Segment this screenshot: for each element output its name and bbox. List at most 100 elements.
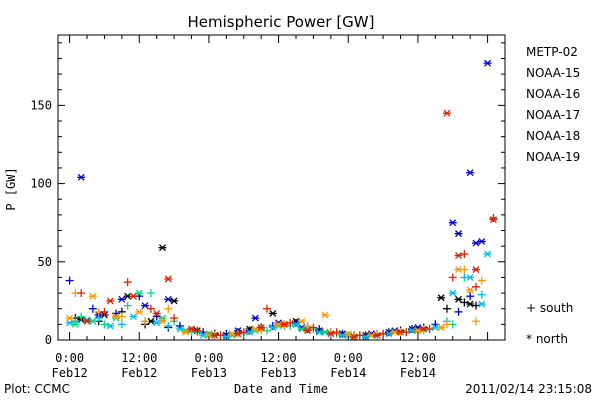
- point-noaa-18-north: [466, 286, 475, 294]
- point-noaa-19-north: [210, 331, 219, 339]
- legend-item-noaa-16: NOAA-16: [526, 87, 580, 101]
- plot-timestamp: 2011/02/14 23:15:08: [465, 382, 592, 396]
- legend-item-noaa-18: NOAA-18: [526, 129, 580, 143]
- point-noaa-15-north: [483, 59, 492, 67]
- point-noaa-19-south: [262, 304, 271, 313]
- point-noaa-19-north: [164, 275, 173, 283]
- point-noaa-19-north: [442, 109, 451, 117]
- point-noaa-15-north: [454, 230, 463, 238]
- point-noaa-17-south: [146, 289, 155, 298]
- point-noaa-15-north: [251, 314, 260, 322]
- y-tick-label: 100: [30, 177, 52, 191]
- point-noaa-15-south: [466, 292, 475, 301]
- point-noaa-19-south: [309, 323, 318, 332]
- point-noaa-19-south: [355, 331, 364, 340]
- point-metp-02-south: [471, 301, 480, 310]
- point-noaa-17-south: [123, 301, 132, 310]
- legend: METP-02 NOAA-15 NOAA-16 NOAA-17 NOAA-18 NOAA-…: [526, 45, 580, 346]
- point-noaa-19-south: [100, 307, 109, 316]
- x-tick-label-time: 12:00: [261, 351, 297, 365]
- point-noaa-15-south: [408, 325, 417, 334]
- point-noaa-19-north: [83, 317, 92, 325]
- x-tick-label-time: 0:00: [334, 351, 363, 365]
- legend-marker-south: + south: [526, 301, 573, 315]
- point-noaa-19-north: [489, 216, 498, 224]
- legend-item-noaa-17: NOAA-17: [526, 108, 580, 122]
- point-noaa-15-north: [466, 169, 475, 177]
- point-noaa-18-north: [88, 292, 97, 300]
- point-noaa-19-north: [471, 266, 480, 274]
- point-noaa-15-south: [88, 304, 97, 313]
- y-tick-label: 0: [45, 333, 52, 347]
- point-noaa-18-south: [471, 317, 480, 326]
- point-noaa-18-south: [442, 320, 451, 329]
- point-noaa-18-north: [344, 330, 353, 338]
- point-noaa-18-north: [135, 308, 144, 316]
- y-axis-label: P [GW]: [4, 167, 18, 210]
- point-noaa-19-north: [187, 325, 196, 333]
- point-noaa-17-south: [77, 312, 86, 321]
- point-noaa-15-north: [141, 302, 150, 310]
- point-noaa-19-south: [193, 326, 202, 335]
- point-noaa-18-north: [112, 313, 121, 320]
- point-noaa-19-north: [373, 331, 382, 339]
- point-noaa-16-north: [448, 289, 457, 297]
- point-noaa-15-south: [65, 276, 74, 285]
- y-tick-label: 50: [38, 255, 52, 269]
- x-tick-label-time: 0:00: [194, 351, 223, 365]
- plot-source-label: Plot: CCMC: [4, 382, 70, 396]
- point-noaa-15-south: [454, 307, 463, 316]
- point-metp-02-north: [437, 294, 446, 302]
- point-noaa-18-north: [65, 314, 74, 322]
- point-noaa-19-north: [152, 309, 161, 317]
- x-tick-label-date: Feb13: [261, 366, 297, 380]
- point-noaa-16-north: [466, 273, 475, 281]
- point-noaa-18-north: [454, 266, 463, 274]
- point-noaa-19-north: [350, 333, 359, 341]
- point-noaa-19-north: [257, 324, 266, 331]
- point-noaa-17-south: [100, 320, 109, 329]
- point-noaa-16-south: [164, 321, 173, 330]
- point-noaa-19-south: [286, 318, 295, 327]
- point-metp-02-south: [442, 304, 451, 313]
- point-noaa-19-north: [106, 297, 115, 305]
- point-noaa-16-south: [477, 290, 486, 299]
- axes: 0501001500:00Feb1212:00Feb120:00Feb1312:…: [30, 35, 505, 380]
- point-noaa-19-north: [419, 325, 428, 333]
- point-noaa-16-north: [129, 313, 138, 320]
- point-noaa-17-north: [71, 320, 80, 328]
- x-tick-label-date: Feb14: [330, 366, 366, 380]
- point-noaa-19-south: [489, 214, 498, 222]
- point-noaa-18-north: [321, 311, 330, 319]
- x-tick-label-date: Feb12: [52, 366, 88, 380]
- point-noaa-18-north: [181, 328, 190, 336]
- plot-frame: [57, 34, 506, 341]
- legend-item-noaa-19: NOAA-19: [526, 150, 580, 164]
- point-noaa-15-north: [164, 295, 173, 303]
- point-noaa-19-south: [471, 282, 480, 291]
- legend-item-metp-02: METP-02: [526, 45, 578, 59]
- point-noaa-15-north: [477, 238, 486, 245]
- point-noaa-15-north: [448, 219, 457, 227]
- point-noaa-19-north: [280, 320, 289, 328]
- legend-marker-north: * north: [526, 332, 568, 346]
- point-noaa-15-north: [117, 295, 126, 303]
- legend-item-noaa-15: NOAA-15: [526, 66, 580, 80]
- point-noaa-18-south: [303, 321, 312, 330]
- point-noaa-19-south: [379, 329, 388, 338]
- point-noaa-19-south: [239, 328, 248, 337]
- point-noaa-18-north: [158, 317, 167, 325]
- point-noaa-19-north: [303, 327, 312, 335]
- point-noaa-16-south: [117, 320, 126, 329]
- point-noaa-19-north: [129, 292, 138, 300]
- point-noaa-19-south: [123, 278, 132, 287]
- point-noaa-19-south: [146, 304, 155, 313]
- point-noaa-19-south: [332, 328, 341, 337]
- point-metp-02-north: [466, 300, 475, 308]
- point-noaa-15-north: [77, 173, 86, 181]
- point-noaa-16-north: [483, 250, 492, 258]
- x-tick-label-date: Feb13: [191, 366, 227, 380]
- x-tick-label-date: Feb14: [400, 366, 436, 380]
- point-noaa-19-south: [170, 314, 179, 323]
